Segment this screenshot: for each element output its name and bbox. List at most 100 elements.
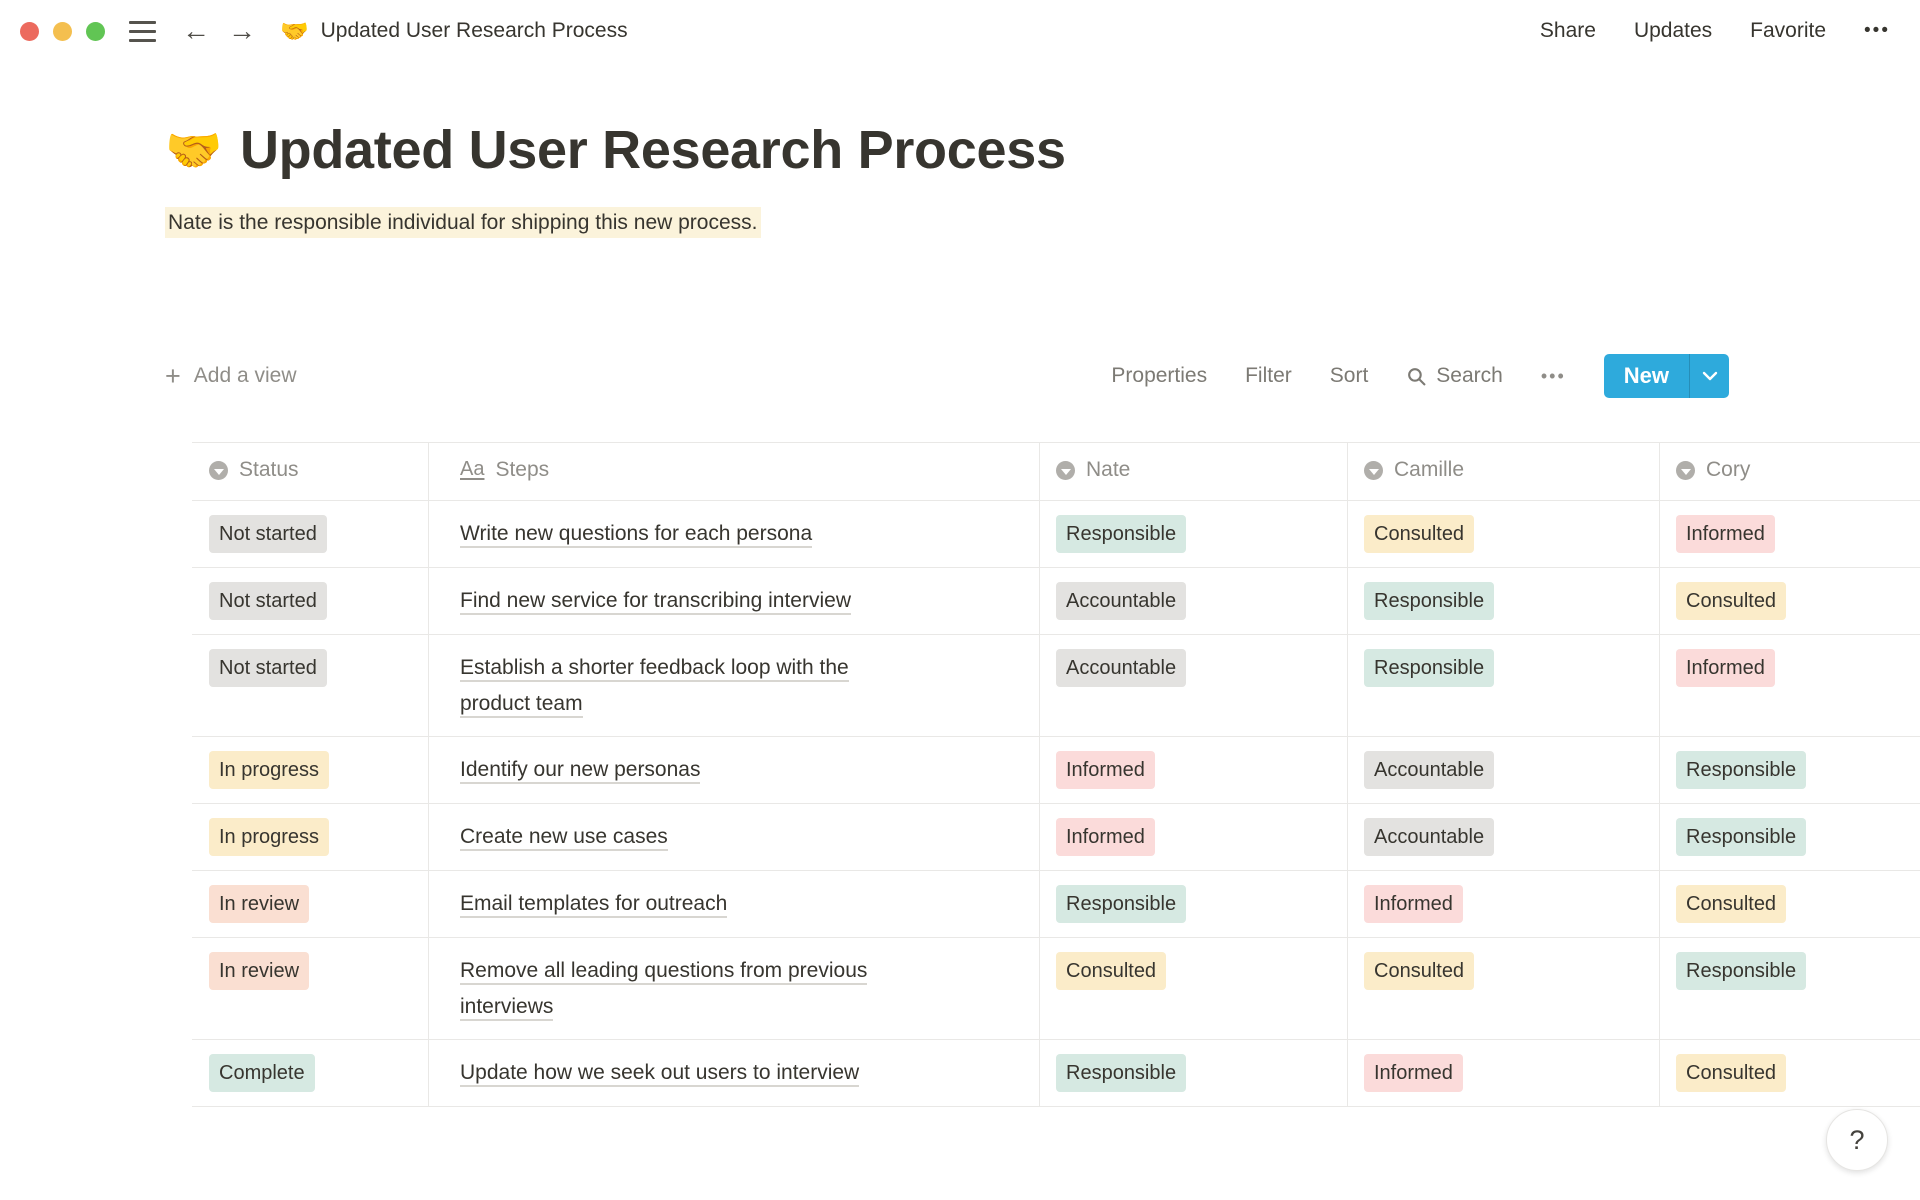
new-dropdown-button[interactable] [1689,354,1729,399]
new-button[interactable]: New [1623,363,1669,389]
cell-step[interactable]: Remove all leading questions from previo… [429,938,1040,1040]
filter-button[interactable]: Filter [1245,364,1292,388]
cell-status[interactable]: In progress [192,737,429,804]
column-header-cory[interactable]: Cory [1660,443,1920,500]
raci-badge[interactable]: Responsible [1364,649,1495,688]
close-button[interactable] [20,21,39,41]
raci-badge[interactable]: Informed [1056,751,1155,790]
status-badge[interactable]: Not started [209,582,327,621]
back-icon[interactable]: ← [182,15,210,46]
handshake-emoji-icon[interactable]: 🤝 [165,123,222,176]
raci-badge[interactable]: Informed [1676,515,1775,554]
status-badge[interactable]: Not started [209,649,327,688]
status-badge[interactable]: In progress [209,751,330,790]
raci-badge[interactable]: Consulted [1676,885,1787,924]
column-header-steps[interactable]: Aa Steps [429,443,1040,501]
raci-badge[interactable]: Informed [1056,818,1155,857]
step-page-link[interactable]: Email templates for outreach [460,892,728,919]
step-page-link[interactable]: Create new use cases [460,825,668,852]
search-button[interactable]: Search [1406,364,1503,388]
raci-badge[interactable]: Consulted [1364,515,1475,554]
cell-camille[interactable]: Accountable [1348,737,1660,804]
raci-badge[interactable]: Consulted [1676,1054,1787,1093]
cell-step[interactable]: Email templates for outreach [429,871,1040,938]
highlighted-text[interactable]: Nate is the responsible individual for s… [165,206,761,238]
raci-badge[interactable]: Responsible [1056,1054,1187,1093]
raci-badge[interactable]: Responsible [1676,952,1807,991]
cell-step[interactable]: Identify our new personas [429,737,1040,804]
cell-nate[interactable]: Accountable [1040,568,1348,635]
minimize-button[interactable] [53,21,72,41]
cell-nate[interactable]: Consulted [1040,938,1348,1040]
cell-cory[interactable]: Responsible [1660,804,1920,870]
status-badge[interactable]: In progress [209,818,330,857]
raci-badge[interactable]: Responsible [1676,751,1807,790]
cell-nate[interactable]: Informed [1040,737,1348,804]
menu-icon[interactable] [129,20,156,42]
cell-status[interactable]: In review [192,938,429,1040]
cell-status[interactable]: Complete [192,1040,429,1107]
cell-camille[interactable]: Responsible [1348,635,1660,737]
raci-badge[interactable]: Consulted [1364,952,1475,991]
cell-step[interactable]: Write new questions for each persona [429,501,1040,568]
step-page-link[interactable]: Establish a shorter feedback loop with t… [460,656,849,719]
status-badge[interactable]: In review [209,952,310,991]
column-header-camille[interactable]: Camille [1348,443,1660,501]
raci-badge[interactable]: Responsible [1056,885,1187,924]
column-header-nate[interactable]: Nate [1040,443,1348,501]
updates-button[interactable]: Updates [1633,19,1713,42]
forward-icon[interactable]: → [228,15,256,46]
cell-step[interactable]: Create new use cases [429,804,1040,871]
sort-button[interactable]: Sort [1329,364,1369,388]
cell-nate[interactable]: Accountable [1040,635,1348,737]
cell-nate[interactable]: Responsible [1040,501,1348,568]
step-page-link[interactable]: Write new questions for each persona [460,522,813,549]
status-badge[interactable]: In review [209,885,310,924]
cell-cory[interactable]: Responsible [1660,938,1920,1039]
raci-badge[interactable]: Consulted [1056,952,1167,991]
help-button[interactable]: ? [1826,1109,1888,1171]
raci-badge[interactable]: Accountable [1056,649,1187,688]
step-page-link[interactable]: Find new service for transcribing interv… [460,589,851,616]
cell-camille[interactable]: Informed [1348,1040,1660,1107]
cell-cory[interactable]: Responsible [1660,737,1920,803]
cell-status[interactable]: Not started [192,635,429,737]
cell-status[interactable]: In progress [192,804,429,871]
step-page-link[interactable]: Remove all leading questions from previo… [460,959,868,1022]
cell-nate[interactable]: Responsible [1040,1040,1348,1107]
raci-badge[interactable]: Informed [1364,885,1463,924]
properties-button[interactable]: Properties [1111,364,1208,388]
page-description[interactable]: Nate is the responsible individual for s… [165,206,1920,239]
cell-step[interactable]: Update how we seek out users to intervie… [429,1040,1040,1107]
cell-cory[interactable]: Informed [1660,501,1920,567]
raci-badge[interactable]: Accountable [1364,818,1495,857]
cell-cory[interactable]: Consulted [1660,871,1920,937]
favorite-button[interactable]: Favorite [1750,19,1827,42]
raci-badge[interactable]: Accountable [1364,751,1495,790]
status-badge[interactable]: Not started [209,515,327,554]
more-options-icon[interactable]: ••• [1864,20,1890,41]
raci-badge[interactable]: Informed [1364,1054,1463,1093]
zoom-button[interactable] [86,21,105,41]
raci-badge[interactable]: Accountable [1056,582,1187,621]
page-title[interactable]: 🤝 Updated User Research Process [165,118,1920,183]
step-page-link[interactable]: Identify our new personas [460,758,701,785]
cell-camille[interactable]: Consulted [1348,938,1660,1040]
cell-status[interactable]: Not started [192,501,429,568]
cell-cory[interactable]: Consulted [1660,568,1920,634]
raci-badge[interactable]: Informed [1676,649,1775,688]
cell-camille[interactable]: Responsible [1348,568,1660,635]
cell-camille[interactable]: Informed [1348,871,1660,938]
cell-status[interactable]: Not started [192,568,429,635]
add-view-button[interactable]: + Add a view [165,362,297,390]
table-more-options-icon[interactable]: ••• [1540,365,1566,386]
raci-badge[interactable]: Responsible [1056,515,1187,554]
cell-camille[interactable]: Accountable [1348,804,1660,871]
cell-cory[interactable]: Informed [1660,635,1920,736]
cell-step[interactable]: Establish a shorter feedback loop with t… [429,635,1040,737]
column-header-status[interactable]: Status [192,443,429,501]
cell-nate[interactable]: Responsible [1040,871,1348,938]
raci-badge[interactable]: Responsible [1676,818,1807,857]
cell-camille[interactable]: Consulted [1348,501,1660,568]
cell-cory[interactable]: Consulted [1660,1040,1920,1106]
